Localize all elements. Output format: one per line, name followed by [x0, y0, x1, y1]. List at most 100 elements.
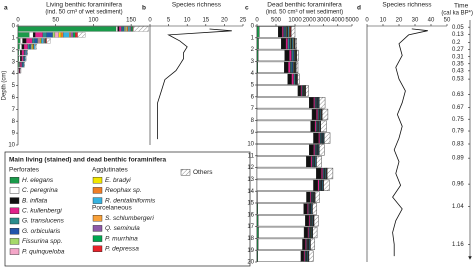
bar-segment	[21, 44, 25, 50]
bar-segment	[312, 203, 318, 215]
bar-segment	[29, 44, 31, 50]
panel-letter: b	[142, 5, 146, 12]
bar-segment	[117, 26, 120, 32]
bar-segment	[26, 50, 28, 56]
bar-segment	[124, 26, 126, 32]
panel-title: Species richness	[172, 2, 222, 9]
legend-swatch	[9, 207, 20, 215]
legend-group: Porcelaneous	[92, 205, 132, 212]
panel-letter: d	[357, 5, 361, 12]
bar-segment	[17, 50, 19, 56]
bar-segment	[256, 108, 313, 121]
x-tick-label: 10	[184, 18, 191, 24]
time-label: 1.16	[452, 242, 464, 248]
bar-segment	[45, 38, 47, 44]
y-tick-label: 18	[247, 236, 254, 242]
bar-segment	[256, 97, 310, 109]
bar-segment	[257, 73, 288, 85]
bar-segment	[131, 26, 133, 32]
bar-segment	[58, 32, 62, 38]
legend-label: Q. seminula	[105, 225, 140, 232]
bar-segment	[21, 62, 23, 68]
bar-segment	[20, 56, 22, 62]
bar-segment	[17, 62, 19, 68]
panel-title: Species richness	[382, 2, 432, 9]
bar-segment	[20, 68, 22, 74]
bar-segment	[133, 26, 149, 32]
y-tick-label: 7	[251, 106, 255, 112]
time-label: 0.63	[452, 92, 464, 98]
bar-segment	[46, 38, 51, 44]
bar-segment	[309, 97, 314, 109]
bar-segment	[23, 62, 25, 68]
x-tick-label: 5000	[345, 18, 359, 24]
bar-segment	[289, 49, 292, 62]
y-tick-label: 2	[251, 47, 255, 53]
bar-segment	[295, 38, 297, 50]
y-tick-label: 9	[12, 131, 16, 137]
y-tick-label: 4	[251, 71, 255, 77]
bar-segment	[323, 179, 330, 191]
legend-label: C. kullenbergi	[22, 208, 62, 215]
bar-segment	[37, 38, 39, 44]
bar-segment	[302, 238, 306, 250]
bar-segment	[77, 32, 86, 38]
legend-label: P. depressa	[105, 246, 139, 253]
bar-segment	[316, 108, 318, 121]
bar-segment	[132, 26, 134, 32]
bar-segment	[257, 203, 305, 215]
bar-segment	[22, 38, 27, 44]
bar-segment	[23, 56, 25, 62]
bar-segment	[44, 38, 46, 44]
bar-segment	[126, 26, 128, 32]
bar-segment	[39, 38, 41, 44]
bar-segment	[20, 38, 23, 44]
y-tick-label: 0	[12, 24, 16, 30]
bar-segment	[319, 97, 326, 109]
bar-segment	[306, 156, 311, 168]
legend-swatch	[92, 214, 103, 222]
y-tick-label: 11	[248, 153, 255, 159]
legend-label: Reophax sp.	[105, 187, 142, 194]
time-label: 0.96	[452, 182, 464, 188]
bar-segment	[25, 56, 27, 62]
legend-label: C. peregrina	[22, 187, 58, 194]
bar-segment	[291, 49, 294, 62]
bar-segment	[309, 144, 314, 156]
bar-segment	[32, 44, 34, 50]
time-label: 0.13	[452, 32, 464, 38]
bar-segment	[75, 32, 78, 38]
bar-segment	[308, 250, 314, 262]
x-tick-label: 1000	[288, 18, 302, 24]
bar-segment	[303, 226, 308, 239]
bar-segment	[35, 44, 37, 50]
bar-segment	[256, 167, 317, 180]
legend-label: G. translucens	[22, 218, 65, 225]
bar-segment	[30, 44, 32, 50]
bar-segment	[25, 50, 27, 56]
bar-segment	[23, 56, 25, 62]
bar-segment	[284, 49, 290, 62]
x-tick-label: 150	[126, 18, 137, 24]
legend-swatch	[92, 176, 103, 184]
x-tick-label: 50	[444, 18, 451, 24]
bar-segment	[17, 32, 30, 38]
bar-segment	[34, 38, 38, 44]
x-tick-label: 0	[255, 18, 259, 24]
bar-segment	[41, 38, 44, 44]
panel-title: Living benthic foraminifera	[46, 2, 122, 9]
bar-segment	[258, 38, 282, 50]
bar-segment	[256, 156, 307, 168]
bar-segment	[33, 44, 36, 50]
legend-swatch	[92, 197, 103, 204]
y-tick-label: 17	[247, 224, 254, 230]
richness-line	[392, 28, 428, 257]
y-tick-label: 20	[247, 260, 254, 266]
y-axis-label: Depth (cm)	[2, 71, 8, 101]
bar-segment	[257, 250, 302, 262]
legend-label: H. elegans	[22, 177, 54, 184]
legend-swatch	[92, 245, 103, 253]
bar-segment	[296, 49, 299, 62]
bar-segment	[115, 26, 118, 32]
